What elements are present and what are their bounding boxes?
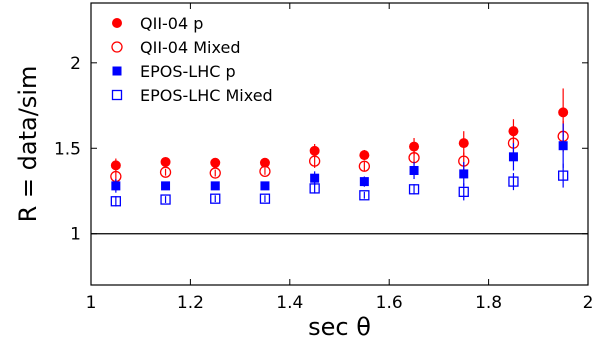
data-point [409, 165, 419, 175]
plot-frame [90, 2, 589, 286]
legend-label: EPOS-LHC p [140, 62, 236, 81]
y-axis-title: R = data/sim [14, 66, 42, 223]
x-tick-label: 1.2 [177, 293, 204, 313]
data-point [161, 181, 171, 191]
data-point [358, 160, 371, 172]
legend-marker [112, 66, 122, 76]
series-1 [110, 120, 569, 183]
data-layer [110, 88, 569, 207]
data-point [309, 183, 320, 194]
legend-label: QII-04 p [140, 14, 203, 33]
x-tick-label: 1.4 [276, 293, 303, 313]
data-point [359, 190, 370, 201]
data-point [259, 165, 271, 177]
data-point [308, 155, 321, 167]
series-2 [111, 123, 568, 193]
data-point [558, 170, 569, 181]
data-point [209, 167, 221, 179]
y-tick-label: 1 [70, 225, 81, 245]
data-point [459, 169, 469, 179]
data-point [458, 186, 469, 198]
x-tick-label: 1 [86, 293, 97, 313]
data-point [359, 150, 370, 161]
legend-label: EPOS-LHC Mixed [140, 86, 273, 105]
data-point [259, 157, 270, 168]
data-point [408, 184, 420, 195]
data-point [210, 181, 220, 191]
data-point [259, 193, 271, 204]
data-point [110, 196, 121, 207]
data-point [260, 181, 270, 191]
data-point [508, 152, 518, 162]
x-tick-label: 1.6 [376, 293, 403, 313]
x-tick-label: 2 [583, 293, 594, 313]
data-point [359, 177, 369, 187]
series-3 [110, 163, 569, 207]
data-point [159, 166, 172, 178]
legend-marker [111, 41, 123, 53]
legend-label: QII-04 Mixed [140, 38, 240, 57]
data-point [110, 160, 121, 171]
axis-layer: 1 1.2 1.4 1.6 1.8 2 1 1.5 2 [54, 3, 593, 313]
data-point [558, 107, 569, 118]
data-point [210, 157, 221, 168]
data-point [310, 173, 320, 183]
y-tick-label: 1.5 [54, 139, 81, 159]
data-point [508, 126, 519, 137]
data-point [508, 176, 519, 187]
data-point [409, 141, 420, 152]
x-tick-label: 1.8 [475, 293, 502, 313]
legend-marker [111, 89, 123, 101]
data-point [309, 145, 320, 156]
data-point [210, 193, 221, 204]
data-point [558, 141, 568, 151]
data-point [458, 138, 469, 149]
data-point [160, 156, 171, 167]
x-axis-title: sec θ [308, 313, 371, 341]
y-tick-label: 2 [70, 54, 81, 74]
legend-marker [112, 18, 122, 28]
legend: QII-04 p QII-04 Mixed EPOS-LHC p EPOS-LHC M… [111, 14, 273, 105]
data-point [160, 194, 171, 205]
data-point [111, 181, 121, 191]
